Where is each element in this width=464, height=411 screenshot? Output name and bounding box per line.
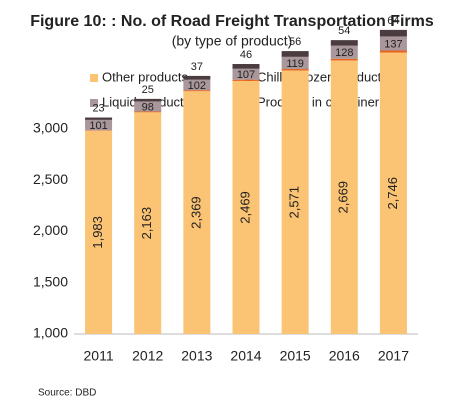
bar-segment xyxy=(183,79,211,91)
x-tick-label: 2016 xyxy=(329,348,360,364)
y-tick-label: 1,500 xyxy=(33,273,68,289)
bar-segment xyxy=(281,51,309,57)
bar-segment xyxy=(85,130,113,334)
x-tick-label: 2015 xyxy=(280,348,311,364)
value-label: 25 xyxy=(142,84,154,96)
value-label: 2,746 xyxy=(385,177,400,210)
value-label: 46 xyxy=(240,49,252,61)
value-label: 119 xyxy=(286,58,304,70)
x-tick-label: 2012 xyxy=(132,348,163,364)
y-tick-label: 3,000 xyxy=(33,120,68,136)
y-tick-label: 1,000 xyxy=(33,325,68,341)
source-note: Source: DBD xyxy=(38,388,96,399)
x-tick-label: 2014 xyxy=(230,348,261,364)
legend-swatch xyxy=(90,74,98,82)
bar-segment xyxy=(330,40,358,46)
bar-segment xyxy=(232,79,260,81)
value-label: 137 xyxy=(384,38,402,50)
bar-segment xyxy=(281,69,309,71)
bar-segment xyxy=(183,90,211,92)
legend-label: Other products xyxy=(102,69,188,84)
value-label: 54 xyxy=(338,25,350,37)
value-label: 101 xyxy=(89,120,107,132)
bar-segment xyxy=(183,91,211,335)
bar-segment xyxy=(330,58,358,61)
value-label: 1,983 xyxy=(90,216,105,249)
value-label: 107 xyxy=(237,69,255,81)
chart-subtitle: (by type of product) xyxy=(172,33,293,49)
bar-segment xyxy=(134,111,162,113)
value-label: 2,571 xyxy=(287,186,302,219)
bar-segment xyxy=(85,119,113,131)
y-tick-label: 2,000 xyxy=(33,222,68,238)
value-label: 102 xyxy=(188,80,206,92)
bar-segment xyxy=(85,117,113,120)
bar-segment xyxy=(379,52,407,334)
value-label: 2,369 xyxy=(188,196,203,229)
bar-segment xyxy=(232,80,260,335)
bar-segment xyxy=(134,112,162,334)
x-tick-label: 2011 xyxy=(84,348,114,364)
value-label: 128 xyxy=(335,47,353,59)
bar-segment xyxy=(232,68,260,80)
bar-segment xyxy=(134,98,162,102)
value-label: 37 xyxy=(191,61,203,73)
bar-segment xyxy=(281,56,309,70)
value-label: 2,669 xyxy=(336,181,351,214)
bar-segment xyxy=(379,36,407,51)
bar-segment xyxy=(330,60,358,335)
chart-title: Figure 10: : No. of Road Freight Transpo… xyxy=(30,13,434,30)
y-tick-label: 2,500 xyxy=(33,171,68,187)
value-label: 23 xyxy=(92,102,104,114)
value-label: 2,469 xyxy=(237,191,252,224)
bar-segment xyxy=(281,70,309,334)
value-label: 64 xyxy=(387,15,399,27)
x-tick-label: 2017 xyxy=(378,348,409,364)
value-label: 2,163 xyxy=(139,207,154,240)
bar-segment xyxy=(330,45,358,59)
x-tick-label: 2013 xyxy=(181,348,212,364)
bar-segment xyxy=(379,50,407,53)
legend-swatch xyxy=(90,99,98,107)
legend-label: Chill & frozen products xyxy=(257,69,388,84)
legend-label: Products in container xyxy=(257,94,380,109)
value-label: 98 xyxy=(142,101,154,113)
bar-segment xyxy=(134,101,162,112)
value-label: 56 xyxy=(289,36,301,48)
bar-segment xyxy=(232,64,260,69)
bar-segment xyxy=(85,130,113,131)
bar-segment xyxy=(183,75,211,80)
bar-segment xyxy=(379,29,407,37)
